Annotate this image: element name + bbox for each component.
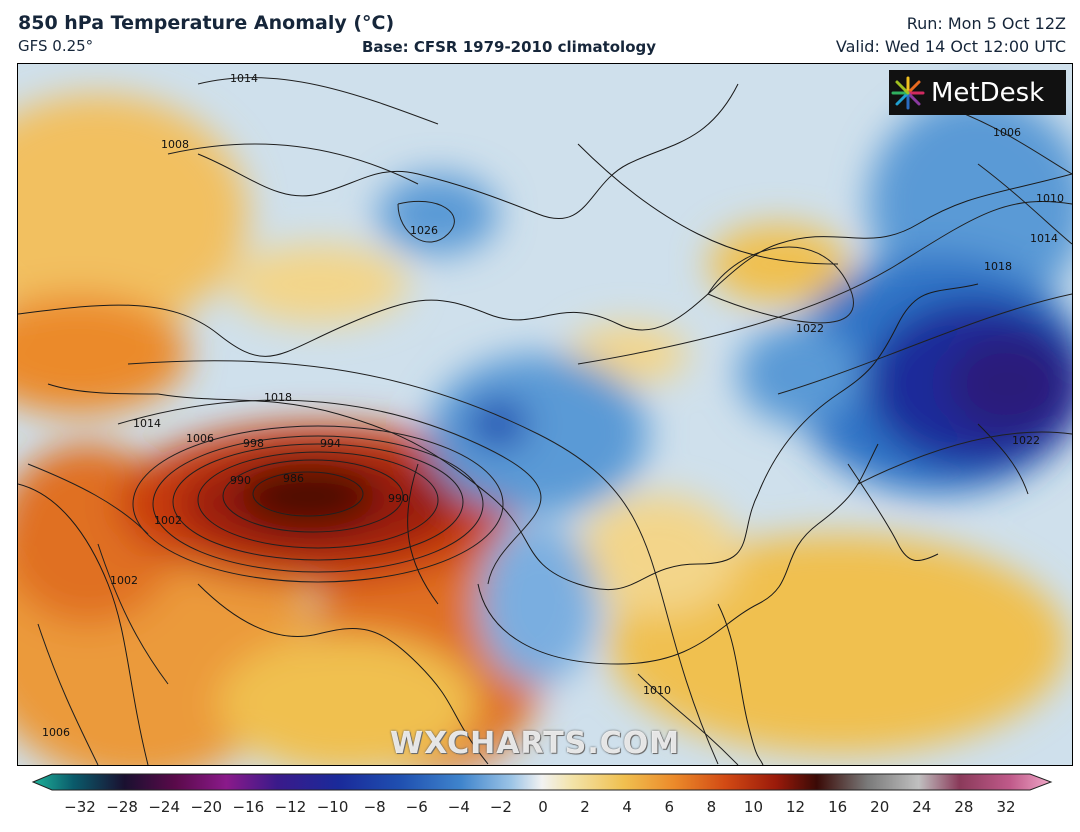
colorbar-tick-label: −8 bbox=[363, 798, 386, 816]
colorbar-tick-label: 2 bbox=[580, 798, 590, 816]
colorbar-tick-label: 20 bbox=[870, 798, 890, 816]
isobar-label: 1022 bbox=[796, 322, 824, 335]
isobar-label: 1022 bbox=[1012, 434, 1040, 447]
colorbar-tick-label: 4 bbox=[622, 798, 632, 816]
anomaly-map: 1014 1008 1026 1006 1010 1014 1018 1022 … bbox=[17, 63, 1073, 766]
isobar-label: 1006 bbox=[42, 726, 70, 739]
isobar-label-group: 1014 1008 1026 1006 1010 1014 1018 1022 … bbox=[42, 72, 1064, 739]
colorbar-tick-label: −28 bbox=[106, 798, 138, 816]
colorbar-tick-label: −2 bbox=[489, 798, 512, 816]
isobar-label: 994 bbox=[320, 437, 341, 450]
colorbar-tick-label: −24 bbox=[148, 798, 180, 816]
isobar-label: 1006 bbox=[186, 432, 214, 445]
watermark: WXCHARTS.COM bbox=[390, 726, 681, 761]
colorbar-tick-label: −32 bbox=[64, 798, 96, 816]
chart-title: 850 hPa Temperature Anomaly (°C) bbox=[18, 12, 395, 34]
colorbar-tick-label: −12 bbox=[274, 798, 307, 816]
starburst-logo-icon bbox=[891, 76, 925, 109]
map-canvas: 1014 1008 1026 1006 1010 1014 1018 1022 … bbox=[18, 64, 1072, 765]
colorbar-tick-label: −10 bbox=[316, 798, 349, 816]
colorbar-tick-label: 10 bbox=[743, 798, 763, 816]
isobar-label: 1006 bbox=[993, 126, 1021, 139]
isobar-label: 1018 bbox=[264, 391, 292, 404]
isobar-label: 1026 bbox=[410, 224, 438, 237]
colorbar-tick-label: 12 bbox=[785, 798, 806, 816]
isobar-label: 1010 bbox=[643, 684, 671, 697]
isobar-label: 1014 bbox=[230, 72, 258, 85]
valid-time-label: Valid: Wed 14 Oct 12:00 UTC bbox=[835, 37, 1066, 56]
colorbar bbox=[31, 773, 1053, 791]
isobar-label: 1002 bbox=[154, 514, 182, 527]
border-lines bbox=[18, 83, 1072, 765]
isobar-label: 986 bbox=[283, 472, 304, 485]
colorbar-tick-label: −6 bbox=[405, 798, 428, 816]
metdesk-logo: MetDesk bbox=[889, 70, 1066, 115]
colorbar-tick-label: 16 bbox=[828, 798, 848, 816]
isobar-label: 990 bbox=[230, 474, 251, 487]
colorbar-tick-label: 32 bbox=[996, 798, 1016, 816]
colorbar-tick-label: 6 bbox=[664, 798, 675, 816]
logo-text: MetDesk bbox=[931, 77, 1045, 108]
colorbar-tick-label: 28 bbox=[954, 798, 974, 816]
colorbar-tick-label: −16 bbox=[232, 798, 265, 816]
climatology-base-label: Base: CFSR 1979-2010 climatology bbox=[362, 38, 657, 56]
isobar-label: 990 bbox=[388, 492, 409, 505]
isobar-label: 998 bbox=[243, 437, 264, 450]
colorbar-tick-label: 8 bbox=[706, 798, 717, 816]
model-label: GFS 0.25° bbox=[18, 37, 94, 55]
isobar-label: 1002 bbox=[110, 574, 138, 587]
isobar-label: 1014 bbox=[133, 417, 161, 430]
isobar-lines bbox=[27, 77, 1072, 765]
run-time-label: Run: Mon 5 Oct 12Z bbox=[906, 14, 1066, 33]
isobar-label: 1018 bbox=[984, 260, 1012, 273]
isobar-label: 1008 bbox=[161, 138, 189, 151]
colorbar-tick-label: 24 bbox=[912, 798, 932, 816]
colorbar-gradient bbox=[31, 773, 1053, 791]
colorbar-tick-label: 0 bbox=[538, 798, 548, 816]
colorbar-tick-label: −20 bbox=[190, 798, 223, 816]
isobar-label: 1010 bbox=[1036, 192, 1064, 205]
isobar-label: 1014 bbox=[1030, 232, 1058, 245]
colorbar-tick-label: −4 bbox=[447, 798, 470, 816]
